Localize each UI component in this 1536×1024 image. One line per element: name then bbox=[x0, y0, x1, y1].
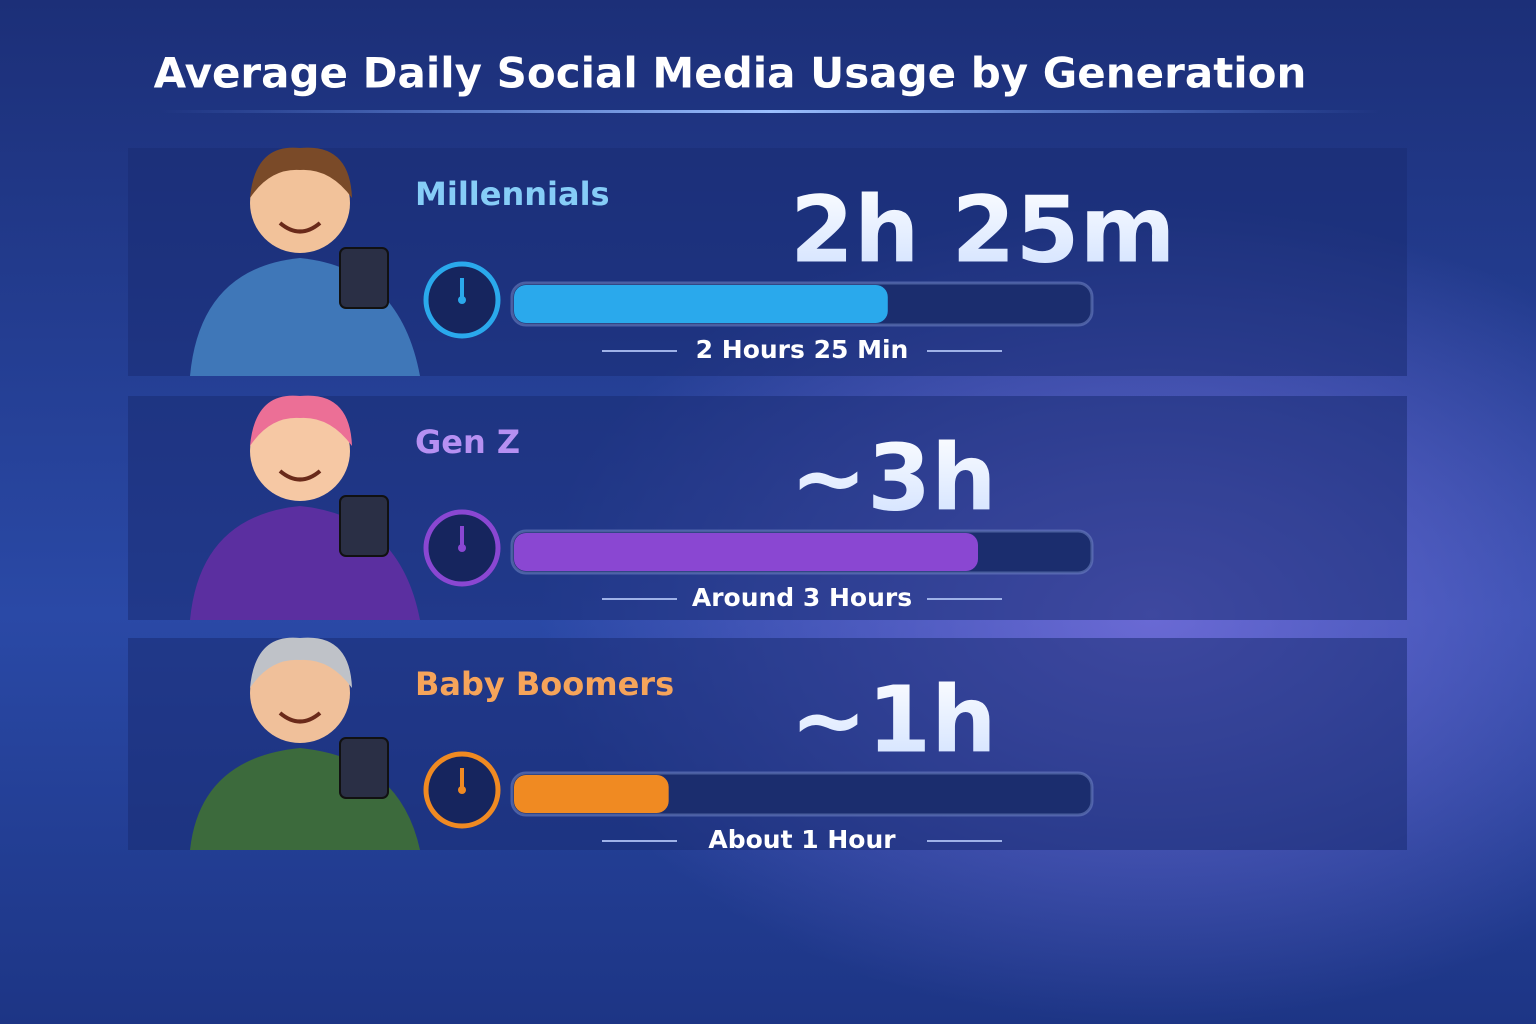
sub-label: About 1 Hour bbox=[708, 825, 896, 854]
avatar-smile bbox=[278, 469, 322, 482]
value-label: ~3h bbox=[790, 424, 997, 531]
bar bbox=[514, 533, 978, 571]
title-rule bbox=[160, 110, 1380, 113]
avatar-hair bbox=[250, 637, 352, 688]
clock-center bbox=[458, 544, 466, 552]
category-label: Baby Boomers bbox=[415, 665, 674, 703]
avatar-device bbox=[339, 737, 389, 799]
category-label: Gen Z bbox=[415, 423, 520, 461]
avatar-head bbox=[250, 643, 350, 743]
avatar-head bbox=[250, 401, 350, 501]
sub-label: Around 3 Hours bbox=[692, 583, 912, 612]
sub-label: 2 Hours 25 Min bbox=[696, 335, 909, 364]
avatar-device bbox=[339, 495, 389, 557]
category-label: Millennials bbox=[415, 175, 610, 213]
bar bbox=[514, 775, 669, 813]
avatar-hair bbox=[250, 147, 352, 198]
clock-center bbox=[458, 296, 466, 304]
avatar-device bbox=[339, 247, 389, 309]
avatar-smile bbox=[278, 221, 322, 234]
avatar-smile bbox=[278, 711, 322, 724]
clock-center bbox=[458, 786, 466, 794]
bar bbox=[514, 285, 888, 323]
value-label: ~1h bbox=[790, 666, 997, 773]
chart-title: Average Daily Social Media Usage by Gene… bbox=[154, 49, 1307, 98]
avatar-head bbox=[250, 153, 350, 253]
avatar-hair bbox=[250, 395, 352, 446]
value-label: 2h 25m bbox=[790, 176, 1175, 283]
